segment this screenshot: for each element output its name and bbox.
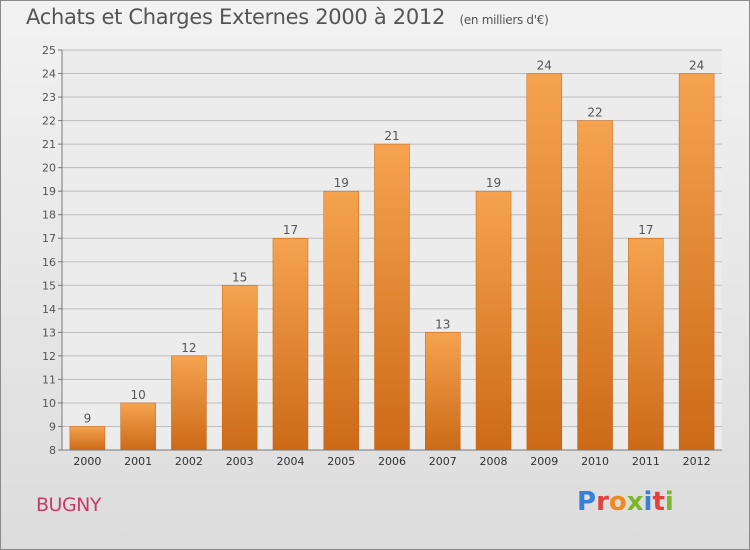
x-tick-label: 2004: [276, 455, 304, 468]
data-label: 19: [334, 176, 349, 190]
x-tick-label: 2007: [429, 455, 457, 468]
y-tick-label: 21: [42, 138, 56, 151]
y-tick-label: 22: [42, 115, 56, 128]
x-tick-label: 2008: [480, 455, 508, 468]
y-tick-label: 15: [42, 279, 56, 292]
bar-2010: [577, 120, 613, 451]
bar-2011: [628, 237, 664, 451]
chart-title: Achats et Charges Externes 2000 à 2012 (…: [26, 5, 549, 29]
logo-letter: r: [596, 487, 609, 517]
y-tick-label: 9: [49, 420, 56, 433]
data-label: 22: [587, 106, 602, 120]
y-tick-label: 14: [42, 303, 56, 316]
y-tick-label: 8: [49, 444, 56, 457]
y-tick-label: 11: [42, 373, 56, 386]
data-label: 15: [232, 270, 247, 284]
x-tick-label: 2005: [327, 455, 355, 468]
x-tick-label: 2011: [632, 455, 660, 468]
data-label: 17: [638, 223, 653, 237]
data-label: 21: [384, 129, 399, 143]
x-tick-label: 2012: [683, 455, 711, 468]
y-tick-label: 23: [42, 91, 56, 104]
x-tick-label: 2010: [581, 455, 609, 468]
bar-2001: [120, 402, 156, 451]
x-tick-label: 2003: [226, 455, 254, 468]
bar-2012: [678, 73, 715, 451]
bar-2007: [425, 332, 461, 451]
proxiti-logo: Proxiti: [577, 487, 674, 517]
chart-unit: (en milliers d'€): [459, 13, 549, 27]
y-tick-label: 12: [42, 350, 56, 363]
location-name: BUGNY: [36, 494, 101, 516]
data-label: 19: [486, 176, 501, 190]
bar-2003: [221, 285, 258, 451]
y-tick-label: 17: [42, 232, 56, 245]
x-tick-label: 2006: [378, 455, 406, 468]
y-tick-label: 10: [42, 397, 56, 410]
bar-2008: [475, 190, 512, 451]
y-tick-label: 13: [42, 326, 56, 339]
data-label: 12: [181, 341, 196, 355]
y-tick-label: 16: [42, 256, 56, 269]
bar-2002: [171, 355, 207, 451]
y-tick-label: 25: [42, 44, 56, 57]
x-tick-label: 2009: [530, 455, 558, 468]
x-tick-label: 2000: [73, 455, 101, 468]
data-label: 24: [689, 59, 704, 73]
y-tick-label: 20: [42, 162, 56, 175]
x-tick-label: 2001: [124, 455, 152, 468]
x-tick-label: 2002: [175, 455, 203, 468]
bar-2006: [374, 143, 410, 451]
chart-title-text: Achats et Charges Externes 2000 à 2012: [26, 5, 446, 29]
y-tick-label: 18: [42, 209, 56, 222]
data-label: 24: [537, 59, 552, 73]
data-label: 13: [435, 317, 450, 331]
logo-letter: x: [626, 487, 644, 517]
logo-letter: P: [577, 487, 597, 517]
bar-2005: [323, 190, 359, 451]
logo-letter: o: [608, 487, 627, 517]
y-tick-label: 24: [42, 68, 56, 81]
y-tick-label: 19: [42, 185, 56, 198]
data-label: 10: [131, 388, 146, 402]
data-label: 17: [283, 223, 298, 237]
bar-2004: [272, 237, 309, 451]
bar-2009: [526, 73, 563, 451]
bar-2000: [69, 426, 106, 451]
data-label: 9: [84, 411, 92, 425]
logo-letter: i: [664, 487, 674, 517]
logo-letter: i: [643, 487, 653, 517]
logo-letter: t: [652, 487, 665, 517]
